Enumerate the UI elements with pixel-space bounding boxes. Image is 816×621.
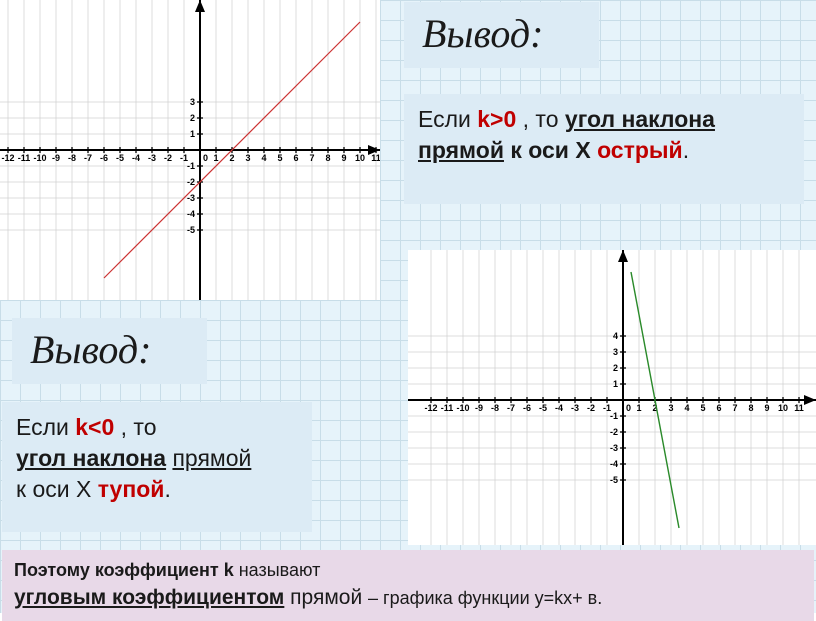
svg-text:11: 11 [794, 403, 804, 413]
svg-text:2: 2 [229, 153, 234, 163]
svg-text:-5: -5 [539, 403, 547, 413]
svg-text:-12: -12 [424, 403, 437, 413]
svg-text:-2: -2 [610, 427, 618, 437]
svg-text:4: 4 [261, 153, 266, 163]
svg-text:0: 0 [626, 403, 631, 413]
svg-text:-10: -10 [456, 403, 469, 413]
svg-text:5: 5 [700, 403, 705, 413]
svg-text:-5: -5 [187, 225, 195, 235]
svg-text:-8: -8 [68, 153, 76, 163]
svg-text:-9: -9 [475, 403, 483, 413]
svg-text:-4: -4 [610, 459, 618, 469]
svg-text:-4: -4 [132, 153, 140, 163]
svg-text:4: 4 [684, 403, 689, 413]
svg-text:-11: -11 [441, 403, 454, 413]
svg-text:-4: -4 [555, 403, 563, 413]
svg-text:-2: -2 [587, 403, 595, 413]
svg-text:1: 1 [636, 403, 641, 413]
svg-text:5: 5 [277, 153, 282, 163]
svg-text:-6: -6 [523, 403, 531, 413]
svg-text:-10: -10 [33, 153, 46, 163]
svg-text:-2: -2 [164, 153, 172, 163]
svg-text:9: 9 [764, 403, 769, 413]
svg-text:7: 7 [732, 403, 737, 413]
svg-text:-1: -1 [187, 161, 195, 171]
svg-text:3: 3 [668, 403, 673, 413]
svg-text:-3: -3 [610, 443, 618, 453]
svg-text:-4: -4 [187, 209, 195, 219]
svg-text:6: 6 [716, 403, 721, 413]
svg-text:-3: -3 [148, 153, 156, 163]
svg-text:-7: -7 [507, 403, 515, 413]
svg-text:-5: -5 [610, 475, 618, 485]
svg-text:3: 3 [245, 153, 250, 163]
svg-text:-6: -6 [100, 153, 108, 163]
svg-text:8: 8 [325, 153, 330, 163]
svg-text:-8: -8 [491, 403, 499, 413]
conclusion-box-positive: Если k>0 , то угол наклона прямой к оси … [404, 94, 804, 204]
svg-text:-12: -12 [1, 153, 14, 163]
svg-text:1: 1 [190, 129, 195, 139]
graph-positive-slope: -12-11-10-9-8-7-6-5-4-3-2-10123456789101… [0, 0, 380, 300]
heading-conclusion-1: Вывод: [404, 2, 599, 68]
svg-text:4: 4 [613, 331, 618, 341]
svg-text:10: 10 [355, 153, 365, 163]
svg-text:3: 3 [613, 347, 618, 357]
svg-text:0: 0 [203, 153, 208, 163]
svg-text:-2: -2 [187, 177, 195, 187]
svg-text:2: 2 [190, 113, 195, 123]
heading-text: Вывод: [30, 327, 151, 372]
svg-text:-9: -9 [52, 153, 60, 163]
heading-text: Вывод: [422, 11, 543, 56]
svg-text:1: 1 [213, 153, 218, 163]
svg-text:-1: -1 [610, 411, 618, 421]
conclusion-box-negative: Если k<0 , то угол наклона прямойк оси Х… [2, 402, 312, 532]
svg-text:6: 6 [293, 153, 298, 163]
svg-text:10: 10 [778, 403, 788, 413]
graph-negative-slope: -12-11-10-9-8-7-6-5-4-3-2-10123456789101… [408, 250, 816, 545]
svg-text:7: 7 [309, 153, 314, 163]
svg-text:-3: -3 [571, 403, 579, 413]
svg-text:1: 1 [613, 379, 618, 389]
heading-conclusion-2: Вывод: [12, 318, 207, 384]
svg-text:-7: -7 [84, 153, 92, 163]
svg-text:-11: -11 [18, 153, 31, 163]
svg-text:8: 8 [748, 403, 753, 413]
svg-text:9: 9 [341, 153, 346, 163]
svg-text:11: 11 [371, 153, 380, 163]
svg-text:2: 2 [613, 363, 618, 373]
svg-text:3: 3 [190, 97, 195, 107]
footer-definition: Поэтому коэффициент k называютугловым ко… [2, 550, 814, 621]
svg-text:-5: -5 [116, 153, 124, 163]
